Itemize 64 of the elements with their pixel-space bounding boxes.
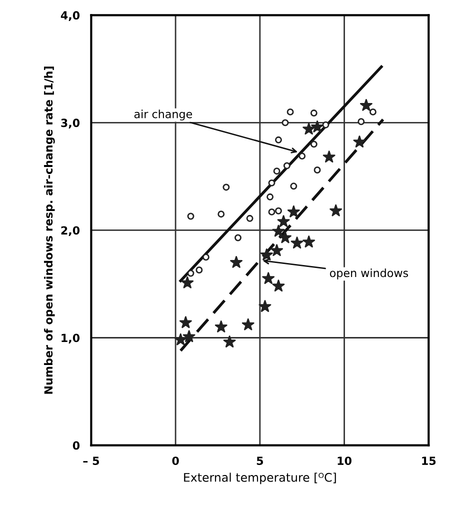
point [268, 179, 276, 186]
point [272, 224, 285, 237]
point [358, 118, 365, 126]
point [179, 316, 192, 328]
point [258, 300, 272, 312]
y-tick-label: 3,0 [61, 118, 80, 129]
point [260, 248, 273, 260]
point [234, 234, 242, 242]
point [310, 110, 318, 116]
point [277, 215, 290, 228]
x-axis-title: External temperature [ᴼC] [184, 472, 336, 484]
point [214, 320, 228, 332]
point [202, 254, 210, 261]
y-tick-label: 4,0 [60, 11, 80, 21]
point [322, 121, 330, 128]
y-tick-label: 0 [72, 441, 80, 450]
y-axis-title: Number of open windows resp. air-change rate [1/h] [44, 66, 55, 394]
point [182, 330, 196, 342]
x-tick-label: 0 [172, 456, 179, 465]
point [222, 184, 230, 191]
point [275, 136, 282, 144]
point [283, 162, 290, 170]
point [322, 150, 336, 163]
point [282, 119, 289, 126]
point [262, 272, 275, 284]
point [302, 236, 316, 248]
point [290, 236, 304, 249]
x-tick-label: 10 [338, 456, 352, 465]
point [187, 270, 194, 277]
point [266, 193, 274, 200]
point [369, 108, 376, 116]
x-tick-label: – 5 [83, 456, 99, 465]
point [353, 136, 366, 148]
point [330, 204, 342, 216]
y-tick-label: 1,0 [62, 334, 80, 344]
point [187, 212, 194, 220]
point [275, 207, 282, 214]
point [311, 120, 324, 132]
point [242, 318, 254, 330]
point [279, 231, 292, 244]
point [196, 266, 203, 274]
point [298, 152, 306, 160]
x-tick-label: 5 [256, 456, 264, 465]
point [218, 210, 225, 218]
point [314, 166, 321, 174]
annotation: open windows [330, 268, 408, 280]
point [302, 122, 316, 135]
annotation: air change [134, 110, 192, 120]
point [287, 205, 300, 218]
point [290, 182, 298, 190]
point [273, 168, 280, 175]
point [310, 140, 318, 148]
point [181, 276, 194, 288]
point [286, 108, 294, 116]
point [272, 280, 285, 292]
y-tick-label: 2,0 [61, 226, 80, 236]
point [223, 336, 236, 348]
point [268, 208, 276, 216]
point [174, 333, 187, 346]
point [246, 214, 254, 222]
point [230, 256, 243, 268]
x-tick-label: 15 [422, 456, 436, 465]
point [360, 98, 372, 111]
point [270, 244, 284, 256]
